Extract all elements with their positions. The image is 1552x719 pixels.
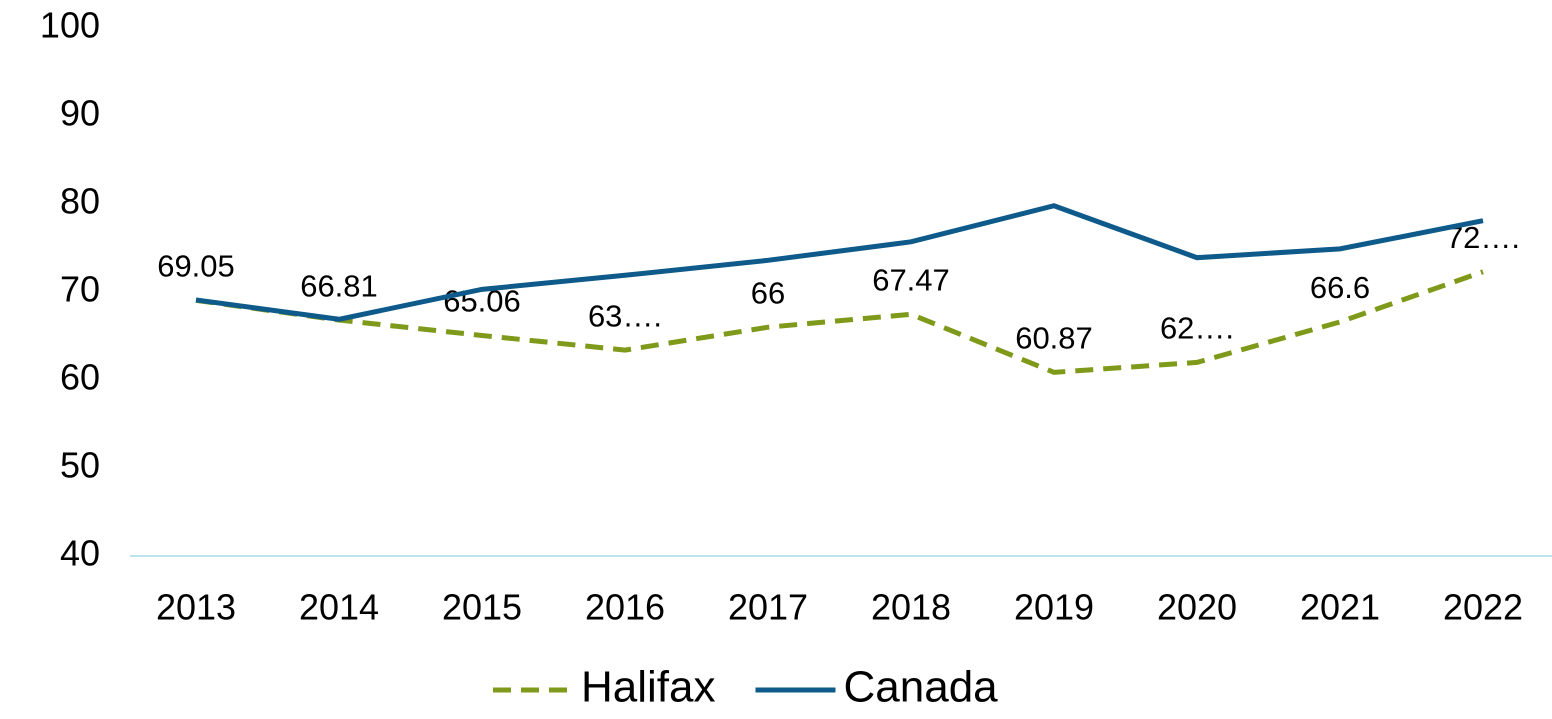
x-tick-label: 2014 — [299, 587, 379, 628]
x-tick-label: 2018 — [871, 587, 951, 628]
data-label: 60.87 — [1015, 321, 1093, 356]
series-line — [195, 203, 1484, 322]
x-tick-label: 2015 — [442, 587, 522, 628]
y-tick-label: 60 — [60, 357, 100, 398]
x-tick-label: 2020 — [1157, 587, 1237, 628]
series-line — [195, 269, 1484, 375]
x-tick-label: 2013 — [156, 587, 236, 628]
x-tick-label: 2017 — [728, 587, 808, 628]
legend-label: Halifax — [581, 663, 716, 712]
y-tick-label: 90 — [60, 93, 100, 134]
data-label: 67.47 — [872, 262, 950, 297]
data-label: 62…. — [1160, 311, 1234, 346]
data-label: 66.81 — [300, 268, 378, 303]
y-tick-label: 50 — [60, 445, 100, 486]
x-tick-label: 2019 — [1014, 587, 1094, 628]
legend-label: Canada — [844, 663, 999, 712]
data-label: 66.6 — [1310, 270, 1370, 305]
data-label: 66 — [751, 275, 785, 310]
x-tick-label: 2016 — [585, 587, 665, 628]
y-tick-label: 100 — [40, 5, 100, 46]
x-tick-label: 2022 — [1443, 587, 1523, 628]
y-tick-label: 80 — [60, 181, 100, 222]
data-label: 69.05 — [157, 249, 235, 284]
x-tick-label: 2021 — [1300, 587, 1380, 628]
data-label: 63…. — [588, 298, 662, 333]
y-tick-label: 70 — [60, 269, 100, 310]
y-tick-label: 40 — [60, 533, 100, 574]
